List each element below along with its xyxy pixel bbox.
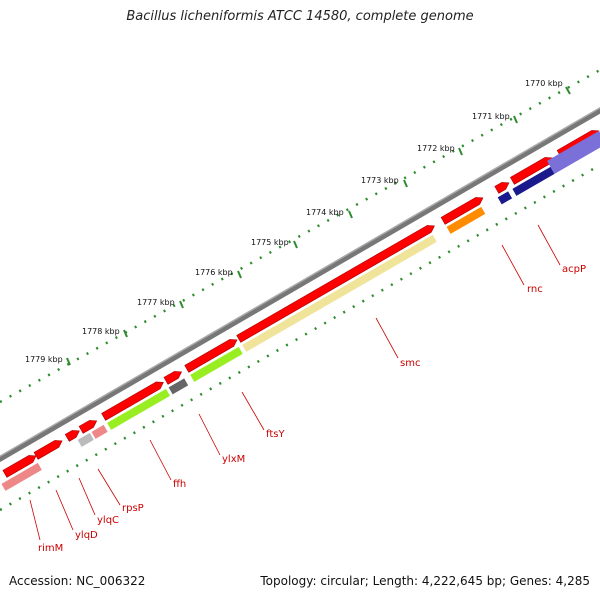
blue-gene-bar[interactable] (547, 130, 600, 174)
gene-label[interactable]: ftsY (266, 429, 285, 440)
kbp-tick-label: 1771 kbp (472, 112, 510, 121)
kbp-tick-label: 1777 kbp (137, 298, 175, 307)
gene-arrow[interactable] (101, 379, 166, 421)
gene-track (1, 130, 600, 491)
kbp-tick-mark (179, 300, 184, 309)
gene-label[interactable]: rpsP (122, 503, 144, 514)
ftsy-bar[interactable] (190, 346, 243, 382)
gene-arrow[interactable] (163, 368, 184, 385)
kbp-tick-label: 1774 kbp (306, 208, 344, 217)
kbp-tick-mark (565, 86, 571, 95)
kbp-tick-mark (123, 329, 128, 338)
scale-dotted-line-inner (0, 163, 600, 512)
leader-line (55, 489, 74, 531)
accession-text: Accession: NC_006322 (9, 574, 146, 588)
rpsp-bar[interactable] (91, 424, 108, 439)
leader-line (198, 413, 221, 456)
scale-dotted-line-outer (0, 68, 600, 404)
leader-line (537, 224, 561, 266)
leader-line (97, 468, 121, 506)
gene-arrow[interactable] (2, 452, 38, 478)
genome-summary-text: Topology: circular; Length: 4,222,645 bp… (260, 574, 590, 588)
kbp-tick-label: 1772 kbp (417, 144, 455, 153)
gene-arrow[interactable] (494, 179, 511, 194)
leader-line (149, 439, 172, 481)
leader-line (501, 244, 525, 286)
leader-line (241, 391, 265, 431)
gene-label[interactable]: smc (400, 358, 420, 369)
kbp-tick-mark (513, 115, 518, 124)
kbp-tick-label: 1773 kbp (361, 176, 399, 185)
gene-arrow[interactable] (440, 194, 485, 225)
gene-label-leaders (29, 224, 561, 541)
ylxm-bar[interactable] (168, 378, 189, 395)
gene-arrow[interactable] (184, 336, 239, 373)
gene-label[interactable]: ylqC (97, 515, 119, 526)
kbp-tick-label: 1770 kbp (525, 79, 563, 88)
leader-line (78, 477, 96, 516)
kbp-tick-mark (348, 210, 353, 219)
kbp-tick-label: 1779 kbp (25, 355, 63, 364)
genome-backbone (0, 107, 600, 463)
ylqd-bar[interactable] (77, 432, 94, 447)
gene-label[interactable]: ylxM (222, 454, 245, 465)
gene-label[interactable]: acpP (562, 264, 586, 275)
smc-bar[interactable] (242, 234, 437, 352)
acpp-bar[interactable] (497, 191, 513, 205)
kbp-tick-mark (403, 179, 408, 188)
kbp-tick-label: 1776 kbp (195, 268, 233, 277)
gene-arrow[interactable] (64, 427, 81, 442)
gene-label[interactable]: rnc (527, 284, 543, 295)
navy-gene-bar[interactable] (512, 166, 555, 196)
gene-label[interactable]: ffh (173, 479, 186, 490)
gene-label[interactable]: ylqD (75, 530, 98, 541)
genome-backbone-highlight (0, 106, 600, 458)
kbp-tick-mark (458, 147, 463, 156)
rimm-bar[interactable] (1, 462, 42, 491)
kbp-tick-label: 1775 kbp (251, 238, 289, 247)
ffh-bar[interactable] (107, 388, 171, 430)
kbp-tick-group: 1770 kbp 1771 kbp 1772 kbp 1773 kbp 1774… (25, 79, 571, 366)
gene-arrow[interactable] (78, 417, 99, 434)
gene-label-group: acpP rnc smc ftsY ylxM ffh rpsP ylqC ylq… (38, 264, 586, 554)
kbp-tick-mark (66, 357, 71, 366)
leader-line (375, 317, 399, 359)
kbp-tick-mark (293, 240, 298, 249)
kbp-tick-mark (237, 270, 242, 279)
kbp-tick-label: 1778 kbp (82, 327, 120, 336)
genome-title: Bacillus licheniformis ATCC 14580, compl… (126, 9, 474, 24)
gene-label[interactable]: rimM (38, 543, 63, 554)
rnc-bar[interactable] (446, 206, 486, 234)
gene-arrow[interactable] (236, 222, 437, 343)
gene-arrow[interactable] (33, 437, 64, 460)
leader-line (29, 499, 41, 541)
